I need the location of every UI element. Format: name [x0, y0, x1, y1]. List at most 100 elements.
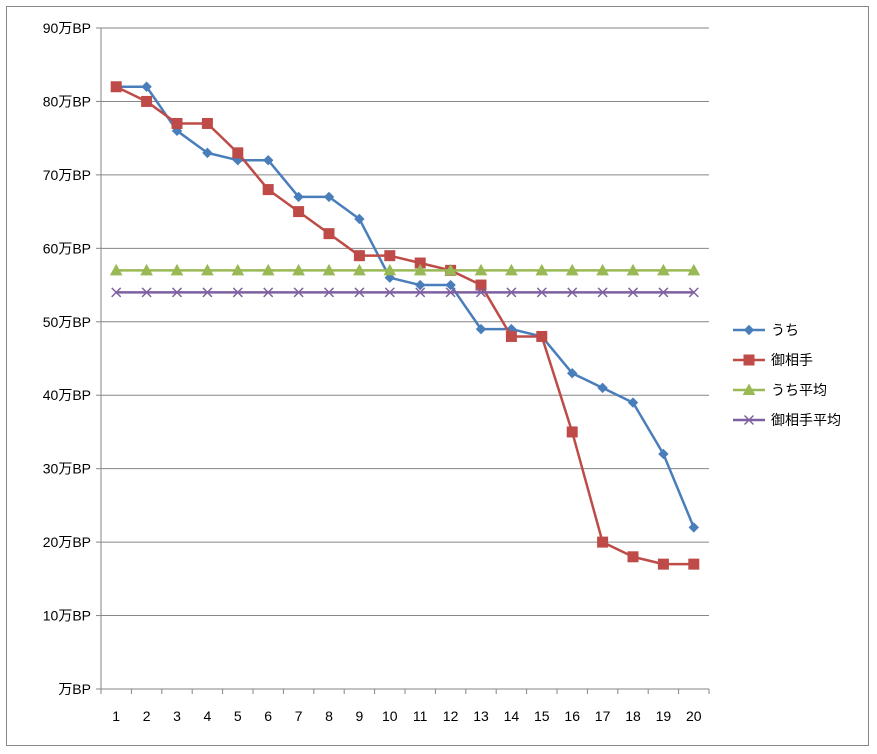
data-point [170, 263, 184, 276]
series-0 [110, 81, 700, 533]
data-point [597, 382, 608, 394]
data-point [657, 263, 670, 276]
data-point [384, 287, 395, 298]
chart-area [6, 6, 869, 746]
legend-item: 御相手平均 [733, 412, 841, 428]
data-point [444, 263, 457, 276]
data-point [171, 287, 183, 298]
data-point [384, 272, 396, 283]
data-point [322, 263, 336, 276]
y-tick-label: 70万BP [43, 167, 91, 183]
data-point [445, 279, 456, 291]
x-tick-label: 4 [204, 708, 212, 724]
x-tick-label: 16 [564, 708, 580, 724]
y-tick-label: 50万BP [43, 314, 91, 330]
legend-label: うち平均 [771, 382, 827, 398]
data-point [506, 287, 517, 298]
data-point [566, 367, 578, 379]
data-point [110, 81, 122, 93]
series-group [109, 81, 701, 570]
data-point [323, 287, 335, 298]
data-point [505, 330, 517, 342]
y-tick-label: 40万BP [43, 387, 91, 403]
legend-label: 御相手平均 [771, 412, 841, 428]
data-point [597, 287, 608, 298]
data-point [293, 191, 304, 203]
data-point [567, 287, 578, 298]
axes [96, 27, 710, 694]
legend-marker [743, 354, 755, 366]
data-point [475, 279, 487, 291]
x-tick-label: 15 [534, 708, 550, 724]
x-tick-label: 20 [686, 708, 702, 724]
data-point [475, 287, 487, 298]
legend-item: うち平均 [733, 382, 827, 398]
x-tick-label: 6 [264, 708, 272, 724]
data-point [627, 397, 639, 408]
data-point [141, 81, 152, 92]
data-point [232, 147, 244, 159]
data-point [627, 551, 639, 563]
data-point [688, 287, 699, 298]
data-point [474, 263, 488, 276]
data-point [202, 287, 213, 298]
data-point [261, 263, 275, 276]
data-point [323, 228, 335, 240]
data-point [475, 323, 487, 335]
x-tick-label: 7 [295, 708, 303, 724]
data-point [384, 250, 396, 262]
legend-marker [742, 383, 756, 395]
legend-marker [743, 324, 755, 336]
x-tick-label: 5 [234, 708, 242, 724]
data-point [413, 263, 427, 276]
data-point [231, 263, 245, 276]
x-tick-label: 12 [443, 708, 459, 724]
data-point [202, 147, 213, 159]
data-point [383, 263, 397, 276]
series-line [115, 85, 694, 566]
data-point [658, 287, 669, 298]
x-tick-label: 9 [356, 708, 364, 724]
y-tick-label: 30万BP [43, 461, 91, 477]
data-point [597, 536, 609, 548]
data-point [293, 206, 305, 218]
data-point [140, 263, 153, 276]
data-point [505, 263, 518, 276]
data-point [596, 263, 609, 276]
x-tick-label: 18 [625, 708, 641, 724]
y-tick-labels: 万BP 10万BP 20万BP 30万BP 40万BP 50万BP 60万BP 70万BP 80… [43, 20, 91, 697]
series-1 [110, 81, 700, 570]
data-point [262, 154, 274, 166]
x-tick-label: 13 [473, 708, 489, 724]
x-tick-label: 11 [413, 708, 428, 724]
data-point [354, 287, 365, 298]
y-tick-label: 20万BP [43, 534, 91, 550]
data-point [293, 287, 304, 298]
data-point [535, 263, 549, 276]
data-point [353, 263, 366, 276]
series-2 [109, 263, 701, 276]
data-point [536, 330, 548, 342]
data-point [688, 522, 700, 533]
y-tick-label: 60万BP [43, 240, 91, 256]
data-point [658, 448, 669, 460]
data-point [536, 287, 547, 298]
x-tick-label: 19 [656, 708, 672, 724]
data-point [292, 263, 305, 276]
data-point [232, 287, 243, 298]
x-tick-label: 17 [595, 708, 611, 724]
y-tick-label: 10万BP [43, 608, 91, 624]
data-point [626, 263, 640, 276]
x-tick-label: 1 [112, 708, 120, 724]
data-point [657, 558, 669, 570]
data-point [141, 95, 153, 107]
gridlines [101, 27, 709, 617]
data-point [109, 263, 123, 276]
data-point [687, 263, 701, 276]
data-point [353, 250, 365, 262]
y-tick-label: 80万BP [43, 93, 91, 109]
x-tick-label: 3 [173, 708, 181, 724]
data-point [323, 191, 335, 203]
data-point [201, 117, 213, 129]
